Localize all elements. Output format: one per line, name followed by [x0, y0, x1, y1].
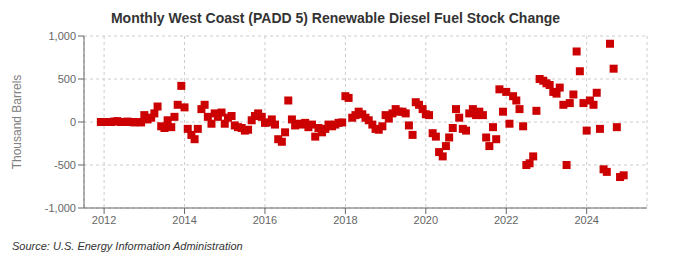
svg-text:1,000: 1,000 — [48, 30, 76, 42]
html-text:Source: U.S. Energy Informatio: Source: U.S. Energy Information Administ… — [12, 240, 243, 252]
svg-text:2016: 2016 — [253, 214, 277, 226]
svg-text:0: 0 — [70, 116, 76, 128]
html-text:Monthly West Coast (PADD 5) Re: Monthly West Coast (PADD 5) Renewable Di… — [110, 10, 561, 26]
svg-text:2014: 2014 — [172, 214, 196, 226]
svg-text:Thousand Barrels: Thousand Barrels — [10, 75, 24, 170]
svg-text:500: 500 — [58, 73, 76, 85]
svg-text:-1,000: -1,000 — [45, 202, 76, 214]
svg-text:-500: -500 — [54, 159, 76, 171]
svg-text:2020: 2020 — [414, 214, 438, 226]
svg-text:2022: 2022 — [494, 214, 518, 226]
svg-text:2018: 2018 — [333, 214, 357, 226]
svg-text:2024: 2024 — [574, 214, 598, 226]
svg-text:2012: 2012 — [92, 214, 116, 226]
